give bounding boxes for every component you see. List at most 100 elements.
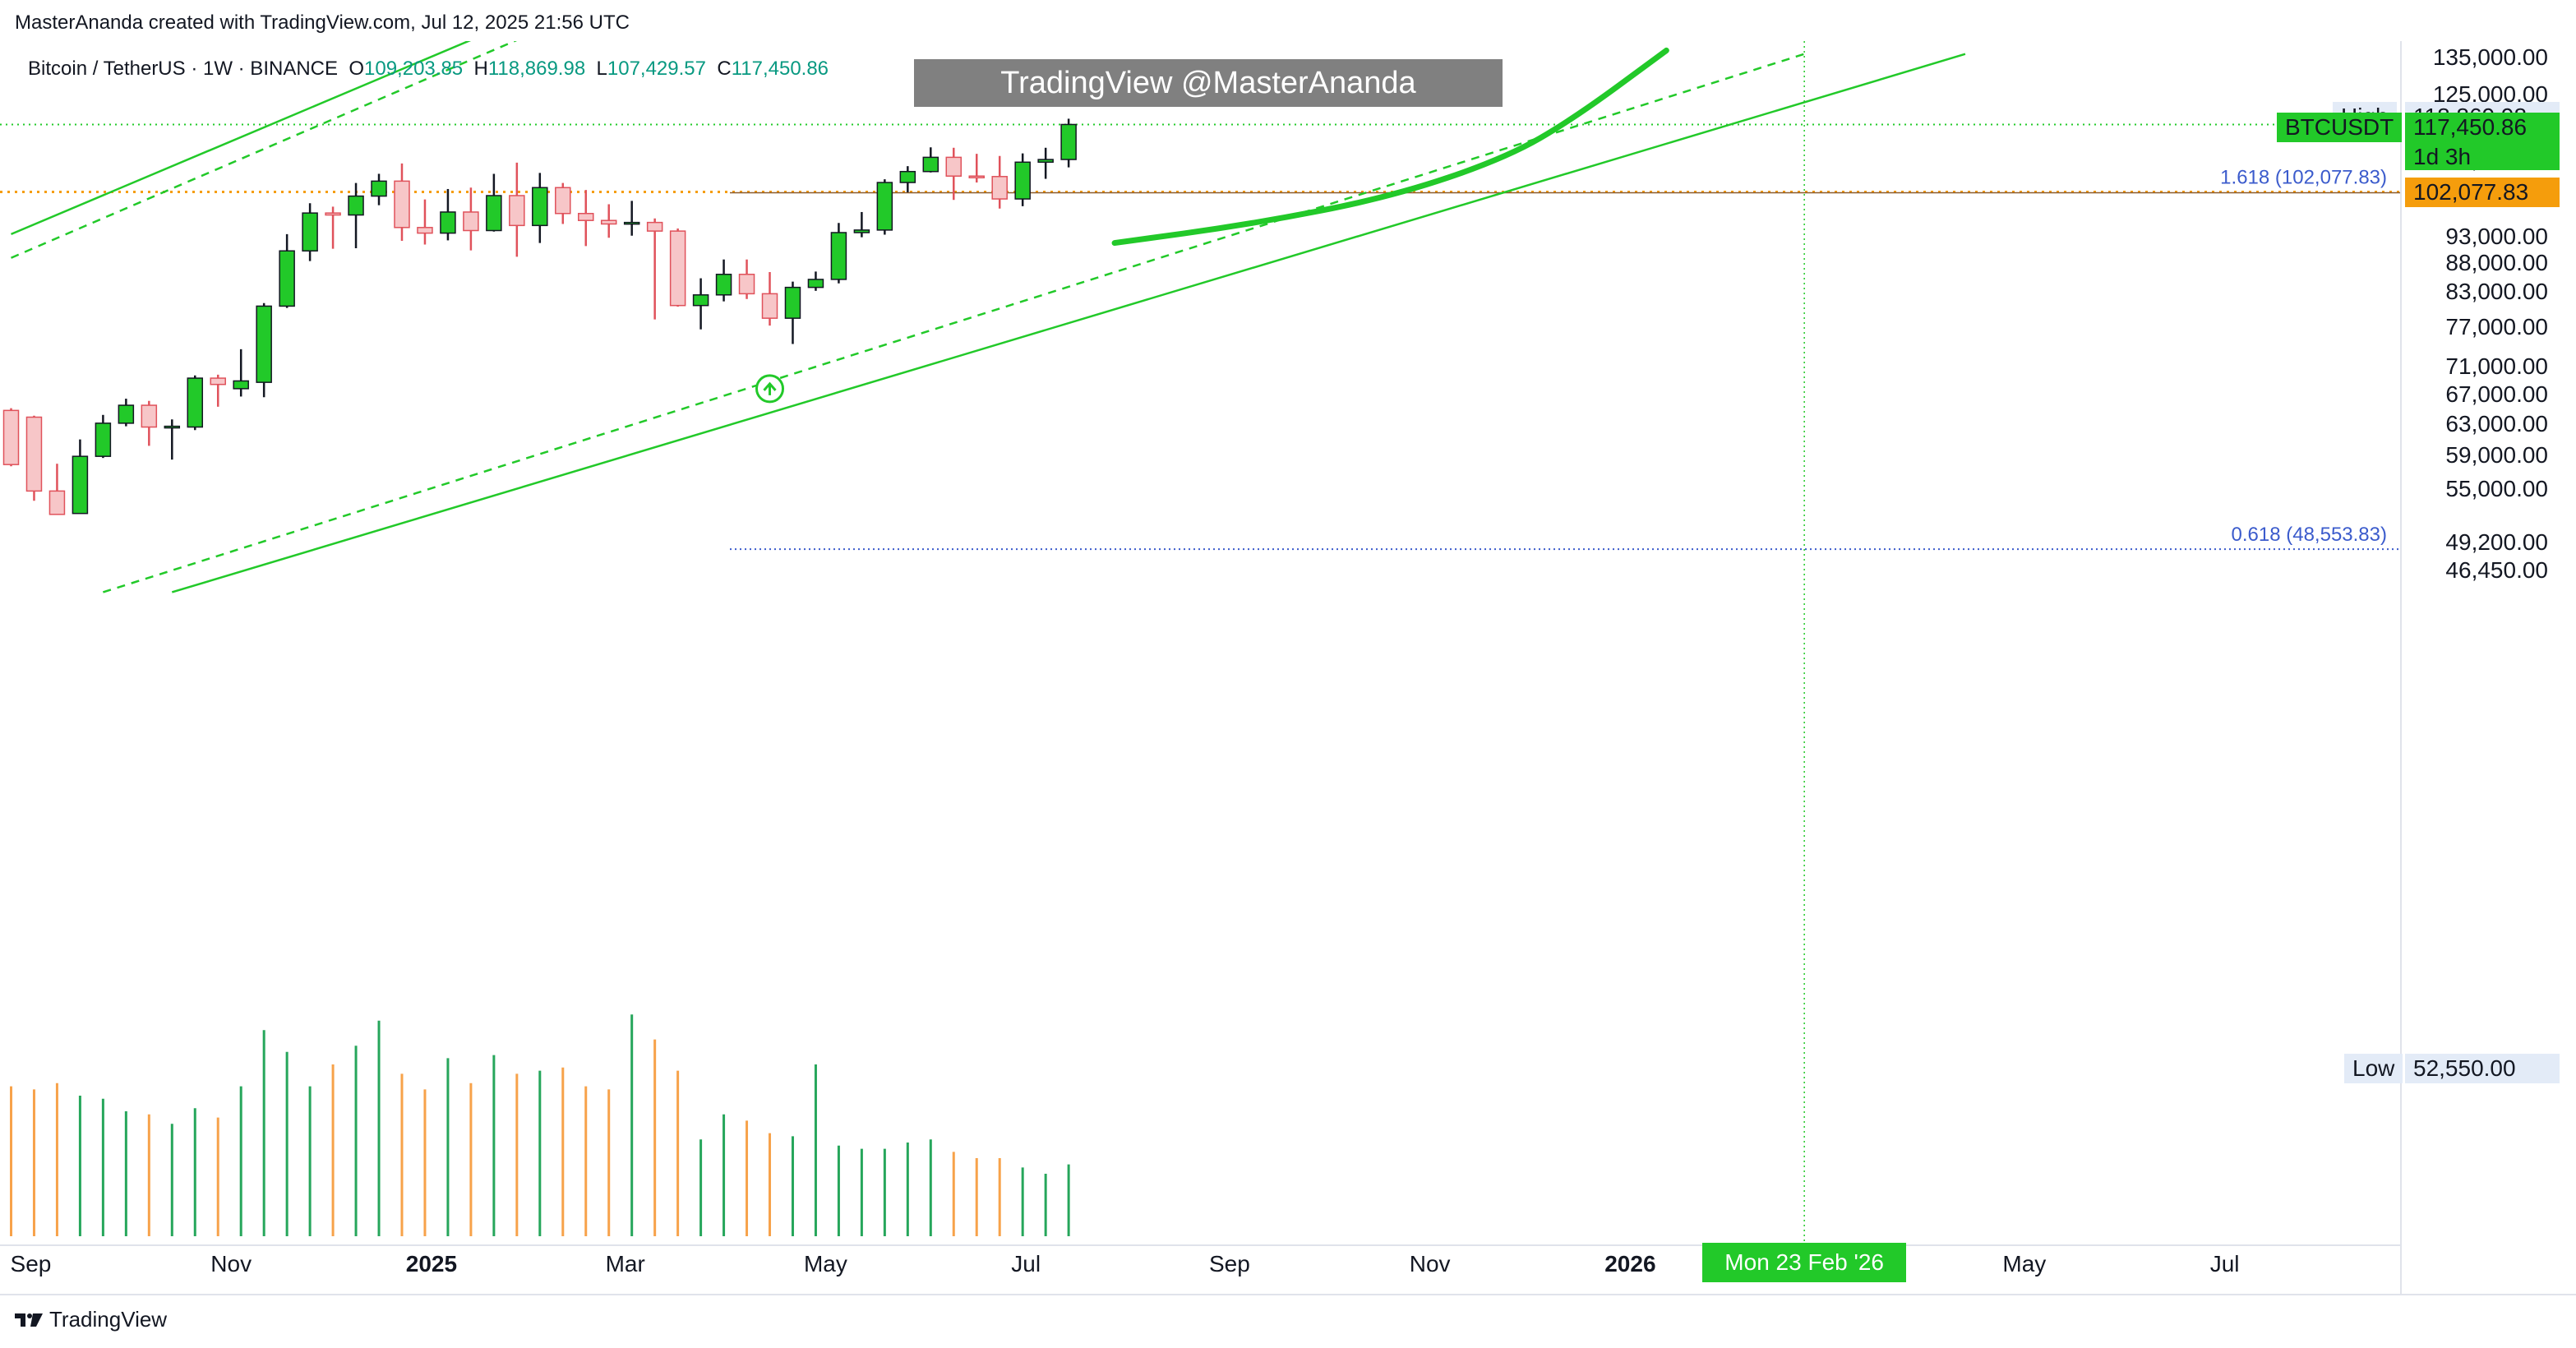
candle-body	[761, 293, 778, 319]
candle-body	[141, 404, 158, 428]
time-axis-label: Mar	[605, 1251, 645, 1276]
candle-body	[991, 176, 1008, 200]
candle-body	[210, 377, 226, 385]
candle	[48, 464, 66, 515]
candle-body	[164, 425, 181, 429]
candle-body	[738, 274, 755, 295]
price-chart[interactable]: 1.618 (102,077.83) 0.618 (48,553.83)	[0, 41, 2400, 1244]
candle-body	[623, 221, 640, 225]
candle	[807, 271, 824, 291]
price-axis-label: 135,000.00	[2432, 44, 2548, 70]
candle-body	[715, 274, 732, 296]
candle-body	[72, 455, 89, 515]
candle	[968, 154, 985, 183]
chart-caption: MasterAnanda created with TradingView.co…	[15, 12, 630, 34]
price-axis-label: 83,000.00	[2445, 278, 2548, 304]
candle	[853, 211, 870, 238]
candle-body	[233, 380, 249, 390]
candle	[830, 223, 847, 284]
low-value: 107,429.57	[607, 58, 706, 80]
candle	[187, 375, 204, 431]
candle	[256, 302, 272, 398]
time-axis-label: Nov	[210, 1251, 252, 1276]
candle	[325, 206, 341, 249]
projection-curve-path	[1111, 47, 1669, 247]
candle	[692, 278, 709, 330]
price-axis-label: 71,000.00	[2445, 353, 2548, 379]
trend-line-solid	[11, 41, 472, 236]
candle-body	[348, 195, 364, 216]
high-label: H	[473, 58, 488, 80]
candle-body	[532, 187, 548, 227]
candles	[2, 118, 1077, 515]
candle	[25, 415, 43, 501]
candle	[991, 155, 1008, 209]
low-tag-label: Low	[2344, 1054, 2403, 1083]
branding-text: TradingView	[49, 1307, 168, 1332]
last-price-tag: 117,450.86 1d 3h	[2405, 113, 2560, 171]
candle	[669, 229, 686, 307]
candle	[715, 259, 732, 302]
candle-body	[256, 305, 272, 383]
candle-body	[853, 229, 870, 233]
candle-body	[555, 187, 571, 215]
fib-label: 1.618 (102,077.83)	[2220, 167, 2387, 189]
watermark: TradingView @MasterAnanda	[914, 59, 1503, 107]
fib-price-tag: 102,077.83	[2405, 177, 2560, 207]
price-axis-label: 88,000.00	[2445, 250, 2548, 276]
time-axis-label: May	[2002, 1251, 2047, 1276]
candle	[1014, 153, 1031, 206]
last-price-symbol-tag: BTCUSDT	[2277, 113, 2403, 143]
candle-body	[25, 416, 43, 492]
bar-countdown: 1d 3h	[2413, 144, 2472, 170]
open-label: O	[349, 58, 365, 80]
time-axis-label: Sep	[1208, 1251, 1250, 1276]
price-axis-label: 63,000.00	[2445, 410, 2548, 436]
price-axis-label: 77,000.00	[2445, 314, 2548, 340]
candle-body	[784, 286, 801, 319]
candle-body	[669, 230, 686, 307]
price-axis-label: 93,000.00	[2445, 223, 2548, 249]
candle	[1037, 147, 1054, 179]
candle-body	[2, 409, 20, 465]
candle-body	[945, 156, 963, 177]
candle	[233, 349, 249, 397]
candle-body	[1037, 159, 1054, 164]
candle	[141, 400, 158, 446]
candle-body	[692, 294, 709, 307]
marker-arrow	[763, 381, 777, 395]
candle	[371, 173, 387, 205]
candle	[95, 414, 112, 459]
candle	[463, 187, 479, 251]
tradingview-branding[interactable]: TradingView	[15, 1307, 167, 1332]
candle-body	[371, 180, 387, 197]
fib-label: 0.618 (48,553.83)	[2232, 524, 2387, 546]
candle-body	[440, 211, 456, 234]
candle-body	[302, 212, 318, 252]
trend-lines	[11, 41, 1966, 593]
candle	[394, 163, 410, 242]
candle	[578, 190, 594, 247]
candle	[922, 147, 939, 173]
candle-body	[509, 195, 525, 227]
close-label: C	[717, 58, 732, 80]
price-axis-label: 55,000.00	[2445, 476, 2548, 502]
candle	[417, 199, 433, 245]
time-axis-label: Nov	[1409, 1251, 1451, 1276]
candle	[2, 408, 20, 467]
annotations: 1.618 (102,077.83) 0.618 (48,553.83)	[755, 41, 2387, 1244]
candle	[784, 281, 801, 344]
candle-body	[279, 250, 295, 307]
candle	[486, 173, 502, 232]
candle-body	[968, 175, 985, 178]
candle-body	[463, 211, 479, 232]
candle-body	[807, 279, 824, 289]
candle	[348, 182, 364, 249]
tradingview-logo-icon	[15, 1313, 43, 1327]
candle-body	[486, 195, 502, 232]
symbol-legend[interactable]: Bitcoin / TetherUS · 1W · BINANCE O109,2…	[28, 58, 829, 81]
candle	[1060, 118, 1077, 168]
arrow-up-circle-icon	[755, 374, 785, 404]
candle	[646, 218, 663, 320]
candle	[118, 399, 135, 427]
